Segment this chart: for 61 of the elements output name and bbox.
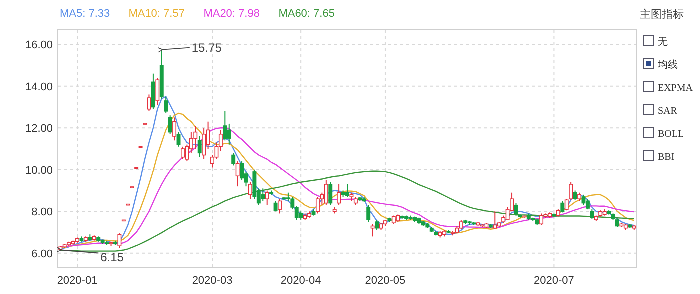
text: MA5: 7.33 [60,8,110,20]
candlestick [194,126,198,150]
candlestick [346,184,350,198]
candlestick [147,94,152,112]
text: 均线 [657,59,678,71]
x-tick-label: 2020-04 [280,275,322,287]
candlestick [180,146,185,160]
x-tick-label: 2020-05 [365,275,406,287]
text: BOLL [658,129,684,140]
candlestick [459,219,464,230]
candlestick [168,115,172,135]
text: SAR [658,106,678,117]
x-tick-label: 2020-03 [192,275,233,287]
candlestick [590,209,594,220]
candlestick [261,188,266,202]
candlestick [493,211,498,230]
candlestick [573,190,578,201]
candlestick [232,152,236,166]
text: EXPMA [658,83,694,94]
candlestick [375,219,380,231]
candlestick [582,194,586,206]
candlestick [278,198,282,214]
candlestick [223,110,228,142]
text: 无 [658,37,668,48]
x-tick-label: 2020-07 [534,275,574,287]
y-tick-label: 8.00 [32,206,53,219]
candlestick [240,161,244,181]
text: MA10: 7.57 [128,8,185,20]
y-tick-label: 10.00 [25,164,53,177]
candlestick [227,123,232,146]
candlestick [274,200,278,212]
candlestick [337,184,342,206]
candlestick [172,117,177,142]
candlestick [560,200,565,214]
candlestick [164,96,168,114]
line-series [60,170,635,252]
candlestick [540,213,544,226]
y-tick-label: 6.00 [32,248,53,260]
text: MA60: 7.65 [278,8,335,20]
y-tick-label: 14.00 [25,81,53,94]
candlestick [236,161,240,188]
text: 主图指标 [640,8,684,21]
candlestick [366,204,371,223]
candlestick [586,198,590,210]
candlestick [324,180,328,206]
annotation: 15.75 [192,40,222,55]
candlestick [118,233,122,249]
y-tick-label: 12.00 [25,123,53,136]
candlestick [370,224,375,238]
candlestick [316,196,320,214]
candlestick [202,128,206,160]
text: MA20: 7.98 [204,8,260,20]
candlestick [328,182,333,206]
text: BBI [658,152,675,163]
x-tick-label: 2020-01 [57,275,98,287]
candlestick [198,136,202,158]
candlestick [248,182,252,200]
annotation: 6.15 [100,250,124,264]
candlestick [265,190,270,206]
y-tick-label: 16.00 [25,40,53,52]
candlestick [156,78,160,106]
